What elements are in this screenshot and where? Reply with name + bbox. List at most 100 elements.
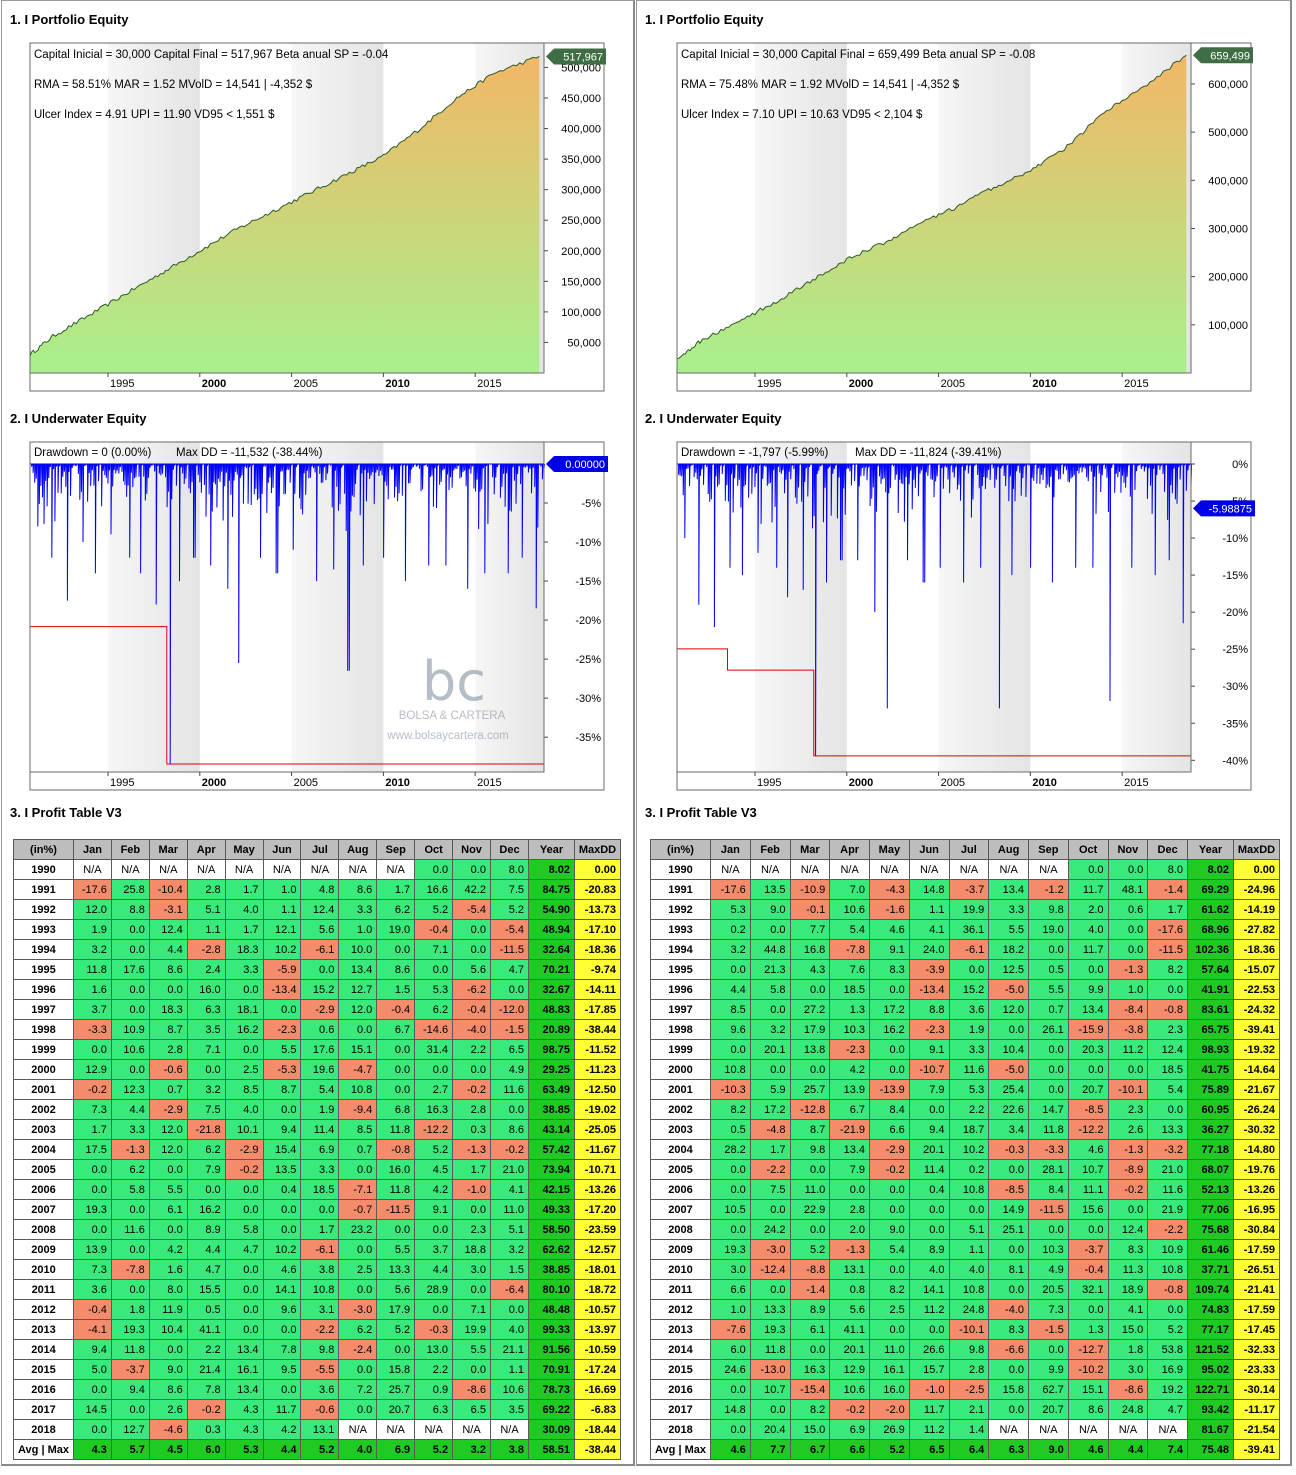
month-cell: -4.8 <box>749 1119 791 1140</box>
month-cell: 8.3 <box>1107 1239 1149 1260</box>
month-cell: -11.5 <box>1028 1199 1069 1220</box>
month-cell: -5.9 <box>262 959 302 980</box>
month-cell: 0.0 <box>110 919 150 940</box>
month-cell: 7.3 <box>73 1259 112 1280</box>
month-cell: 4.2 <box>262 1419 302 1440</box>
month-cell: 10.8 <box>300 1279 340 1300</box>
column-header: (in%) <box>13 839 74 860</box>
month-cell: 0.0 <box>338 1399 378 1420</box>
maxdd-cell: -26.51 <box>1233 1259 1280 1280</box>
month-cell: -2.8 <box>186 939 226 960</box>
month-cell: 0.0 <box>376 1059 416 1080</box>
maxdd-cell: -21.41 <box>1233 1279 1280 1300</box>
month-cell: 8.5 <box>338 1119 378 1140</box>
year-cell: 48.83 <box>528 999 575 1020</box>
month-cell: -11.5 <box>376 1199 416 1220</box>
month-cell: 10.4 <box>988 1039 1029 1060</box>
month-cell: -5.4 <box>452 899 491 920</box>
row-label: 2011 <box>650 1279 711 1300</box>
month-cell: 10.9 <box>110 1019 150 1040</box>
month-cell: 0.0 <box>988 1399 1029 1420</box>
maxdd-cell: 0.00 <box>1233 859 1280 880</box>
table-row: 2015 24.6 -13.0 16.3 12.9 16.1 15.7 2.8 0.0 9.9 -1… <box>650 1359 1280 1380</box>
shade-band <box>291 442 384 772</box>
year-cell: 99.33 <box>528 1319 575 1340</box>
month-cell: 6.2 <box>414 999 454 1020</box>
month-cell: N/A <box>376 859 416 880</box>
maxdd-cell: -24.32 <box>1233 999 1280 1020</box>
month-cell: -4.0 <box>988 1299 1029 1320</box>
month-cell: 8.6 <box>148 959 188 980</box>
month-cell: -5.0 <box>988 979 1029 1000</box>
y-tick-label: 400,000 <box>561 124 601 136</box>
month-cell: 5.6 <box>376 1279 416 1300</box>
month-cell: 8.6 <box>489 1119 530 1140</box>
month-cell: 10.2 <box>262 1239 302 1260</box>
month-cell: 8.7 <box>789 1119 831 1140</box>
month-cell: 0.0 <box>110 939 150 960</box>
column-header: Feb <box>749 839 791 860</box>
year-cell: 81.67 <box>1187 1419 1234 1440</box>
chart-frame <box>676 42 1252 392</box>
month-cell: -15.9 <box>1067 1019 1109 1040</box>
maxdd-cell: -17.59 <box>1233 1299 1280 1320</box>
month-cell: 3.2 <box>73 939 112 960</box>
row-label: 2000 <box>650 1059 711 1080</box>
month-cell: 4.1 <box>1107 1299 1149 1320</box>
row-label: 2012 <box>650 1299 711 1320</box>
month-cell: 0.0 <box>186 1059 226 1080</box>
month-cell: 0.0 <box>452 939 491 960</box>
month-cell: 23.2 <box>338 1219 378 1240</box>
month-cell: -0.4 <box>414 919 454 940</box>
month-cell: 5.5 <box>148 1179 188 1200</box>
row-label: 2018 <box>13 1419 74 1440</box>
month-cell: 7.9 <box>829 1159 870 1180</box>
month-cell: -1.3 <box>452 1139 491 1160</box>
month-cell: -3.3 <box>73 1019 112 1040</box>
month-cell: 11.7 <box>262 1399 302 1420</box>
month-cell: 9.1 <box>869 939 910 960</box>
month-cell: -1.5 <box>489 1019 530 1040</box>
month-cell: 12.4 <box>300 899 340 920</box>
table-row: 2008 0.0 24.2 0.0 2.0 9.0 0.0 5.1 25.1 0.0 0.0 12.4… <box>650 1219 1280 1240</box>
x-tick-label: 2005 <box>294 777 318 789</box>
equity-line <box>676 54 1187 360</box>
month-cell: -0.8 <box>376 1139 416 1160</box>
month-cell: 26.6 <box>908 1339 950 1360</box>
month-cell: -3.7 <box>948 879 990 900</box>
month-cell: 7.2 <box>338 1379 378 1400</box>
y-tick-label: 200,000 <box>561 246 601 258</box>
maxdd-cell: -30.84 <box>1233 1219 1280 1240</box>
year-cell: 43.14 <box>528 1119 575 1140</box>
maxdd-cell: -18.01 <box>574 1259 621 1280</box>
year-cell: 102.36 <box>1187 939 1234 960</box>
month-cell: 12.7 <box>110 1419 150 1440</box>
month-cell: 11.6 <box>1147 1179 1188 1200</box>
watermark-name: BOLSA & CARTERA <box>399 710 506 722</box>
table-row: 1991 -17.6 25.8 -10.4 2.8 1.7 1.0 4.8 8.6 1.7 16.6… <box>13 879 621 900</box>
x-tick-label: 2000 <box>202 777 226 789</box>
month-cell: 0.0 <box>414 1219 454 1240</box>
table-row: 2016 0.0 10.7 -15.4 10.6 16.0 -1.0 -2.5 15.8 62.7… <box>650 1379 1280 1400</box>
month-cell: N/A <box>1147 1419 1188 1440</box>
row-label: 2016 <box>13 1379 74 1400</box>
month-cell: 0.3 <box>186 1419 226 1440</box>
y-tick-label: 100,000 <box>561 307 601 319</box>
maxdd-cell: -17.85 <box>574 999 621 1020</box>
table-row: 2014 9.4 11.8 0.0 2.2 13.4 7.8 9.8 -2.4 0.0 13.0 5.… <box>13 1339 621 1360</box>
equity-area <box>30 56 540 373</box>
month-cell: -17.6 <box>710 879 751 900</box>
month-cell: -1.3 <box>829 1239 870 1260</box>
month-cell: 0.0 <box>110 999 150 1020</box>
month-cell: N/A <box>186 859 226 880</box>
month-cell: 5.3 <box>224 1439 264 1460</box>
column-header: Jul <box>948 839 990 860</box>
month-cell: -2.2 <box>1147 1219 1188 1240</box>
maxdd-cell: -12.50 <box>574 1079 621 1100</box>
year-cell: 74.83 <box>1187 1299 1234 1320</box>
month-cell: 5.2 <box>869 1439 910 1460</box>
month-cell: 11.0 <box>789 1179 831 1200</box>
month-cell: 9.8 <box>948 1339 990 1360</box>
month-cell: 1.1 <box>262 899 302 920</box>
month-cell: N/A <box>489 1419 530 1440</box>
